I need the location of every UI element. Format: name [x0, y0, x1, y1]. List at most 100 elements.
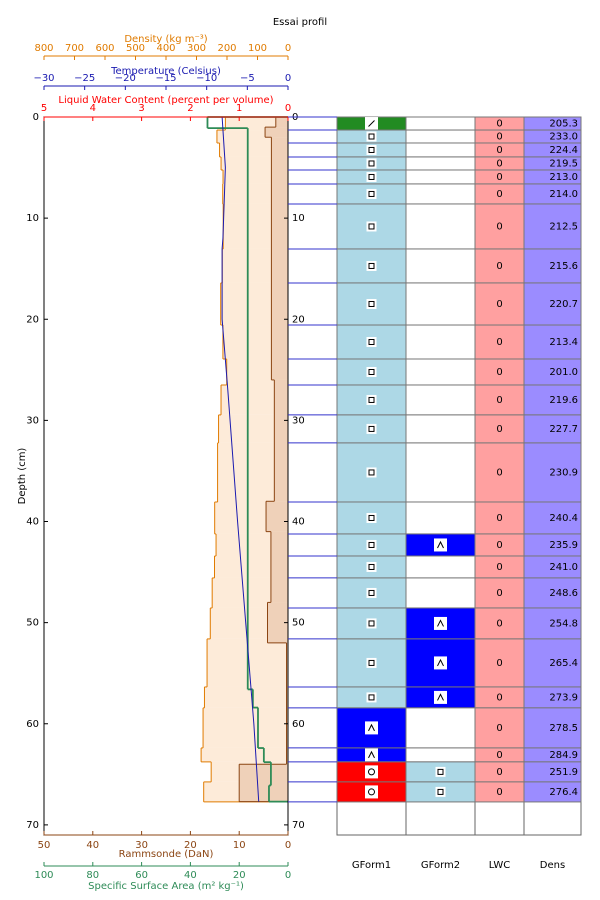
grain-symbol-box	[366, 394, 377, 405]
gform2-cell	[405, 169, 476, 185]
lwc-label: 0	[496, 299, 502, 310]
x-tick-label: 500	[126, 43, 145, 54]
lwc-label: 0	[496, 172, 502, 183]
temperature-line	[221, 116, 260, 802]
y-tick-label: 40	[26, 517, 39, 528]
lwc-label: 0	[496, 221, 502, 232]
x-tick-label: 100	[34, 870, 53, 881]
density-label: 215.6	[549, 261, 578, 272]
rammsonde-fill	[286, 642, 288, 765]
x-tick-label: 5	[41, 103, 47, 114]
x-tick-label: 10	[233, 840, 246, 851]
gform2-cell	[405, 142, 476, 158]
lwc-label: 0	[496, 158, 502, 169]
x-tick-label: −25	[74, 73, 95, 84]
grain-symbol-box	[366, 221, 377, 232]
grain-symbol	[437, 768, 444, 775]
chart-title: Essai profil	[273, 17, 327, 28]
grain-symbol	[368, 262, 375, 269]
rammsonde-fill	[275, 117, 288, 128]
density-label: 227.7	[549, 424, 578, 435]
lwc-label: 0	[496, 767, 502, 778]
grain-symbol-box	[366, 366, 377, 377]
density-label: 214.0	[549, 189, 578, 200]
lwc-label: 0	[496, 750, 502, 761]
x-tick-label: 20	[184, 840, 197, 851]
grain-symbol	[368, 589, 375, 596]
density-label: 201.0	[549, 367, 578, 378]
axis-title: Liquid Water Content (percent per volume…	[58, 95, 273, 106]
density-cell	[523, 282, 582, 326]
lwc-cell	[474, 707, 525, 749]
y-tick-label: 50	[292, 618, 305, 629]
grain-symbol-box	[366, 692, 377, 703]
density-label: 205.3	[549, 119, 578, 130]
lwc-label: 0	[496, 513, 502, 524]
lwc-cell	[474, 203, 525, 250]
density-fill	[204, 686, 288, 708]
grain-symbol-box	[366, 512, 377, 523]
x-tick-label: 80	[86, 870, 99, 881]
lwc-cell	[474, 248, 525, 284]
x-tick-label: 40	[184, 870, 197, 881]
grain-symbol	[368, 425, 375, 432]
x-tick-label: 30	[135, 840, 148, 851]
grain-symbol-box	[366, 158, 377, 169]
grain-symbol	[368, 160, 375, 167]
gform2-cell	[405, 414, 476, 444]
lwc-label: 0	[496, 119, 502, 130]
density-cell	[523, 324, 582, 360]
lwc-label: 0	[496, 787, 502, 798]
lwc-label: 0	[496, 424, 502, 435]
y-tick-label: 10	[292, 213, 305, 224]
x-tick-label: 800	[34, 43, 53, 54]
y-tick-label: 60	[292, 719, 305, 730]
gform2-cell	[405, 384, 476, 416]
y-tick-label: 40	[292, 517, 305, 528]
x-tick-label: 4	[90, 103, 96, 114]
grain-symbol	[368, 300, 375, 307]
density-fill	[201, 747, 288, 762]
density-label: 219.6	[549, 395, 578, 406]
grain-symbol	[368, 659, 375, 666]
density-label: 241.0	[549, 562, 578, 573]
axis-title: Rammsonde (DaN)	[119, 849, 214, 860]
grain-symbol-box	[434, 656, 447, 670]
grain-symbol	[437, 540, 444, 549]
x-tick-label: 2	[187, 103, 193, 114]
lwc-cell	[474, 358, 525, 386]
grain-symbol-box	[366, 561, 377, 572]
gform1-cell	[336, 282, 407, 326]
density-cell	[523, 607, 582, 640]
grain-symbol-box	[365, 765, 378, 779]
x-tick-label: −15	[155, 73, 176, 84]
rammsonde-fill	[267, 602, 288, 643]
grain-symbol-box	[434, 690, 447, 704]
grain-symbol	[368, 339, 375, 346]
x-tick-label: 1	[236, 103, 242, 114]
density-label: 273.9	[549, 692, 578, 703]
density-cell	[523, 781, 582, 803]
x-tick-label: 200	[217, 43, 236, 54]
lwc-cell	[474, 638, 525, 688]
density-label: 251.9	[549, 767, 578, 778]
density-label: 265.4	[549, 658, 578, 669]
grain-symbol-box	[366, 260, 377, 271]
grain-symbol-box	[366, 144, 377, 155]
grain-symbol	[368, 368, 375, 375]
x-tick-label: 20	[233, 870, 246, 881]
x-tick-label: 60	[135, 870, 148, 881]
grain-symbol	[437, 788, 444, 795]
column-header: GForm1	[352, 860, 391, 871]
gform2-cell	[405, 183, 476, 205]
y-tick-label: 60	[26, 719, 39, 730]
y-tick-label: 30	[26, 415, 39, 426]
rammsonde-fill	[266, 501, 288, 532]
x-tick-label: 0	[285, 73, 291, 84]
density-cell	[523, 203, 582, 250]
grain-symbol-box	[366, 467, 377, 478]
density-label: 254.8	[549, 618, 578, 629]
rammsonde-fill	[270, 531, 288, 603]
x-tick-label: 600	[95, 43, 114, 54]
